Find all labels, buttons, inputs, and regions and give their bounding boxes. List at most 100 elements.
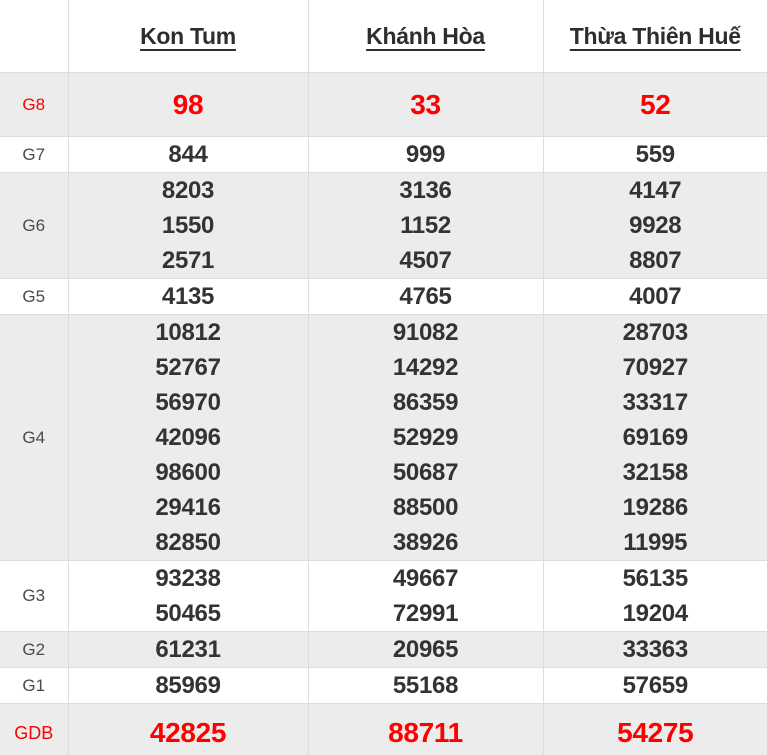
result-number: 2571 bbox=[161, 247, 215, 274]
result-number: 33 bbox=[410, 89, 441, 120]
province-link-khanh-hoa[interactable]: Khánh Hòa bbox=[366, 22, 485, 49]
prize-row-g5: G5 4135 4765 4007 bbox=[0, 278, 767, 315]
result-cell-g8-col1: 98 bbox=[67, 72, 309, 137]
prize-label-g7: G7 bbox=[0, 136, 69, 173]
result-cell-g5-col3: 4007 bbox=[542, 278, 767, 315]
result-number: 55168 bbox=[392, 672, 459, 699]
result-number: 70927 bbox=[622, 354, 689, 381]
result-number: 91082 bbox=[392, 319, 459, 346]
result-cell-g2-col3: 33363 bbox=[542, 631, 767, 668]
province-link-kon-tum[interactable]: Kon Tum bbox=[140, 22, 236, 49]
result-number: 86359 bbox=[392, 389, 459, 416]
result-number: 54275 bbox=[617, 717, 694, 748]
prize-row-g2: G2 61231 20965 33363 bbox=[0, 631, 767, 668]
result-number: 8807 bbox=[629, 247, 682, 274]
result-number: 20965 bbox=[392, 636, 459, 663]
results-body: G8 98 33 52 G7 844 999 559 G6 8203 1550 2571 3136 115… bbox=[0, 72, 767, 755]
result-cell-g5-col2: 4765 bbox=[307, 278, 544, 315]
result-number: 72991 bbox=[392, 600, 459, 627]
result-number: 88500 bbox=[392, 494, 459, 521]
result-number: 52 bbox=[639, 89, 671, 120]
result-number: 33363 bbox=[622, 636, 689, 663]
prize-label-g8: G8 bbox=[0, 72, 69, 137]
result-number: 11995 bbox=[623, 529, 688, 556]
header-province-thua-thien-hue: Thừa Thiên Huế bbox=[542, 0, 767, 73]
result-number: 4007 bbox=[629, 283, 682, 310]
prize-label-g5: G5 bbox=[0, 278, 69, 315]
result-number: 33317 bbox=[622, 389, 689, 416]
result-cell-g6-col3: 4147 9928 8807 bbox=[542, 172, 767, 279]
header-province-kon-tum: Kon Tum bbox=[67, 0, 309, 73]
result-number: 3136 bbox=[399, 177, 452, 204]
result-number: 4147 bbox=[629, 177, 682, 204]
result-number: 82850 bbox=[155, 529, 221, 556]
prize-label-g6: G6 bbox=[0, 172, 69, 279]
prize-label-g4: G4 bbox=[0, 314, 69, 561]
prize-label-gdb: GDB bbox=[0, 703, 69, 755]
result-number: 50465 bbox=[155, 600, 221, 627]
result-number: 38926 bbox=[392, 529, 459, 556]
result-number: 844 bbox=[168, 141, 208, 168]
results-header: Kon Tum Khánh Hòa Thừa Thiên Huế bbox=[0, 0, 767, 73]
result-cell-g1-col1: 85969 bbox=[67, 667, 309, 704]
prize-row-g8: G8 98 33 52 bbox=[0, 72, 767, 137]
result-number: 1152 bbox=[400, 212, 451, 239]
result-cell-g7-col2: 999 bbox=[307, 136, 544, 173]
result-number: 14292 bbox=[392, 354, 459, 381]
result-number: 57659 bbox=[622, 672, 689, 699]
result-cell-g2-col1: 61231 bbox=[67, 631, 309, 668]
prize-row-g1: G1 85969 55168 57659 bbox=[0, 667, 767, 704]
result-cell-g8-col3: 52 bbox=[542, 72, 767, 137]
result-number: 999 bbox=[405, 141, 446, 168]
result-cell-g6-col1: 8203 1550 2571 bbox=[67, 172, 309, 279]
result-number: 28703 bbox=[622, 319, 689, 346]
prize-label-g2: G2 bbox=[0, 631, 69, 668]
result-number: 52767 bbox=[155, 354, 221, 381]
result-number: 19204 bbox=[622, 600, 689, 627]
result-number: 49667 bbox=[392, 565, 459, 592]
result-number: 56970 bbox=[155, 389, 221, 416]
result-cell-gdb-col2: 88711 bbox=[307, 703, 544, 755]
prize-row-g4: G4 10812 52767 56970 42096 98600 29416 82850 910… bbox=[0, 314, 767, 561]
result-cell-g4-col2: 91082 14292 86359 52929 50687 88500 38926 bbox=[307, 314, 544, 561]
result-number: 10812 bbox=[155, 319, 221, 346]
result-number: 19286 bbox=[622, 494, 689, 521]
result-number: 98600 bbox=[155, 459, 221, 486]
result-cell-g8-col2: 33 bbox=[307, 72, 544, 137]
header-row: Kon Tum Khánh Hòa Thừa Thiên Huế bbox=[0, 0, 767, 73]
result-number: 69169 bbox=[622, 424, 689, 451]
result-cell-g1-col3: 57659 bbox=[542, 667, 767, 704]
prize-label-g1: G1 bbox=[0, 667, 69, 704]
result-number: 42096 bbox=[155, 424, 221, 451]
result-cell-gdb-col1: 42825 bbox=[67, 703, 309, 755]
result-cell-g7-col1: 844 bbox=[67, 136, 309, 173]
result-number: 50687 bbox=[392, 459, 459, 486]
result-number: 42825 bbox=[149, 717, 227, 748]
result-cell-g7-col3: 559 bbox=[542, 136, 767, 173]
result-number: 61231 bbox=[155, 636, 221, 663]
result-number: 85969 bbox=[155, 672, 221, 699]
result-cell-g3-col1: 93238 50465 bbox=[67, 560, 309, 632]
result-cell-g3-col2: 49667 72991 bbox=[307, 560, 544, 632]
result-number: 32158 bbox=[622, 459, 689, 486]
result-cell-g5-col1: 4135 bbox=[67, 278, 309, 315]
header-corner-cell bbox=[0, 0, 69, 73]
result-number: 559 bbox=[635, 141, 675, 168]
header-province-khanh-hoa: Khánh Hòa bbox=[307, 0, 544, 73]
result-number: 98 bbox=[172, 89, 204, 120]
result-number: 52929 bbox=[392, 424, 459, 451]
result-number: 1550 bbox=[161, 212, 215, 239]
result-cell-g1-col2: 55168 bbox=[307, 667, 544, 704]
prize-row-g7: G7 844 999 559 bbox=[0, 136, 767, 173]
result-number: 4135 bbox=[161, 283, 215, 310]
result-cell-g4-col1: 10812 52767 56970 42096 98600 29416 82850 bbox=[67, 314, 309, 561]
result-number: 56135 bbox=[622, 565, 689, 592]
result-cell-g4-col3: 28703 70927 33317 69169 32158 19286 11995 bbox=[542, 314, 767, 561]
result-cell-g6-col2: 3136 1152 4507 bbox=[307, 172, 544, 279]
province-link-thua-thien-hue[interactable]: Thừa Thiên Huế bbox=[569, 22, 741, 49]
result-number: 88711 bbox=[388, 717, 463, 748]
prize-label-g3: G3 bbox=[0, 560, 69, 632]
prize-row-gdb: GDB 42825 88711 54275 bbox=[0, 703, 767, 755]
